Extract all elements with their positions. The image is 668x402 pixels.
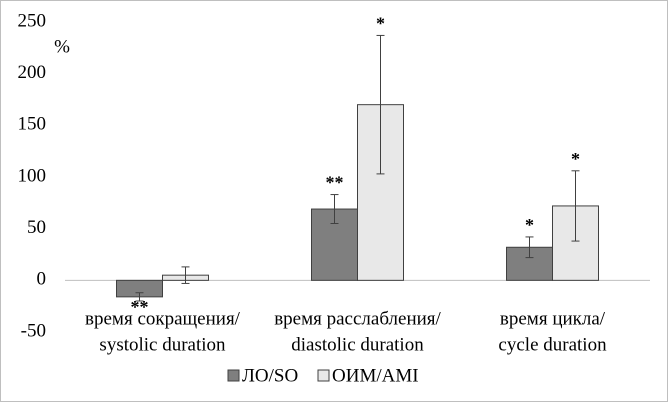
y-tick-label: 250 [18,10,47,31]
legend-label: ЛО/SO [242,365,298,386]
error-bar [525,236,534,259]
y-axis-label: % [54,36,70,57]
legend-swatch [317,369,330,382]
y-tick-label: 50 [27,217,46,238]
x-tick-label: время сокращения/ [85,308,241,329]
legend-swatch [227,369,240,382]
annotation: ** [131,297,149,317]
error-bar [571,170,580,242]
annotation: * [571,149,580,169]
annotation: * [525,215,534,235]
error-bar [330,194,339,224]
bar [311,208,358,281]
x-tick-label: systolic duration [99,334,226,355]
x-tick-label: cycle duration [498,334,607,355]
annotation: ** [326,173,344,193]
x-tick-label: время цикла/ [500,308,606,329]
error-bar [376,34,385,175]
x-tick-label: время расслабления/ [274,308,441,329]
y-tick-label: 150 [18,114,47,135]
error-bar [135,292,144,302]
bar [506,246,553,281]
y-tick-label: 100 [18,165,47,186]
y-tick-label: 200 [18,62,47,83]
y-tick-label: -50 [21,320,46,341]
x-tick-label: diastolic duration [291,334,424,355]
y-tick-label: 0 [37,269,47,290]
annotation: * [376,14,385,34]
error-bar [181,266,190,284]
legend-label: ОИМ/AMI [332,365,419,386]
